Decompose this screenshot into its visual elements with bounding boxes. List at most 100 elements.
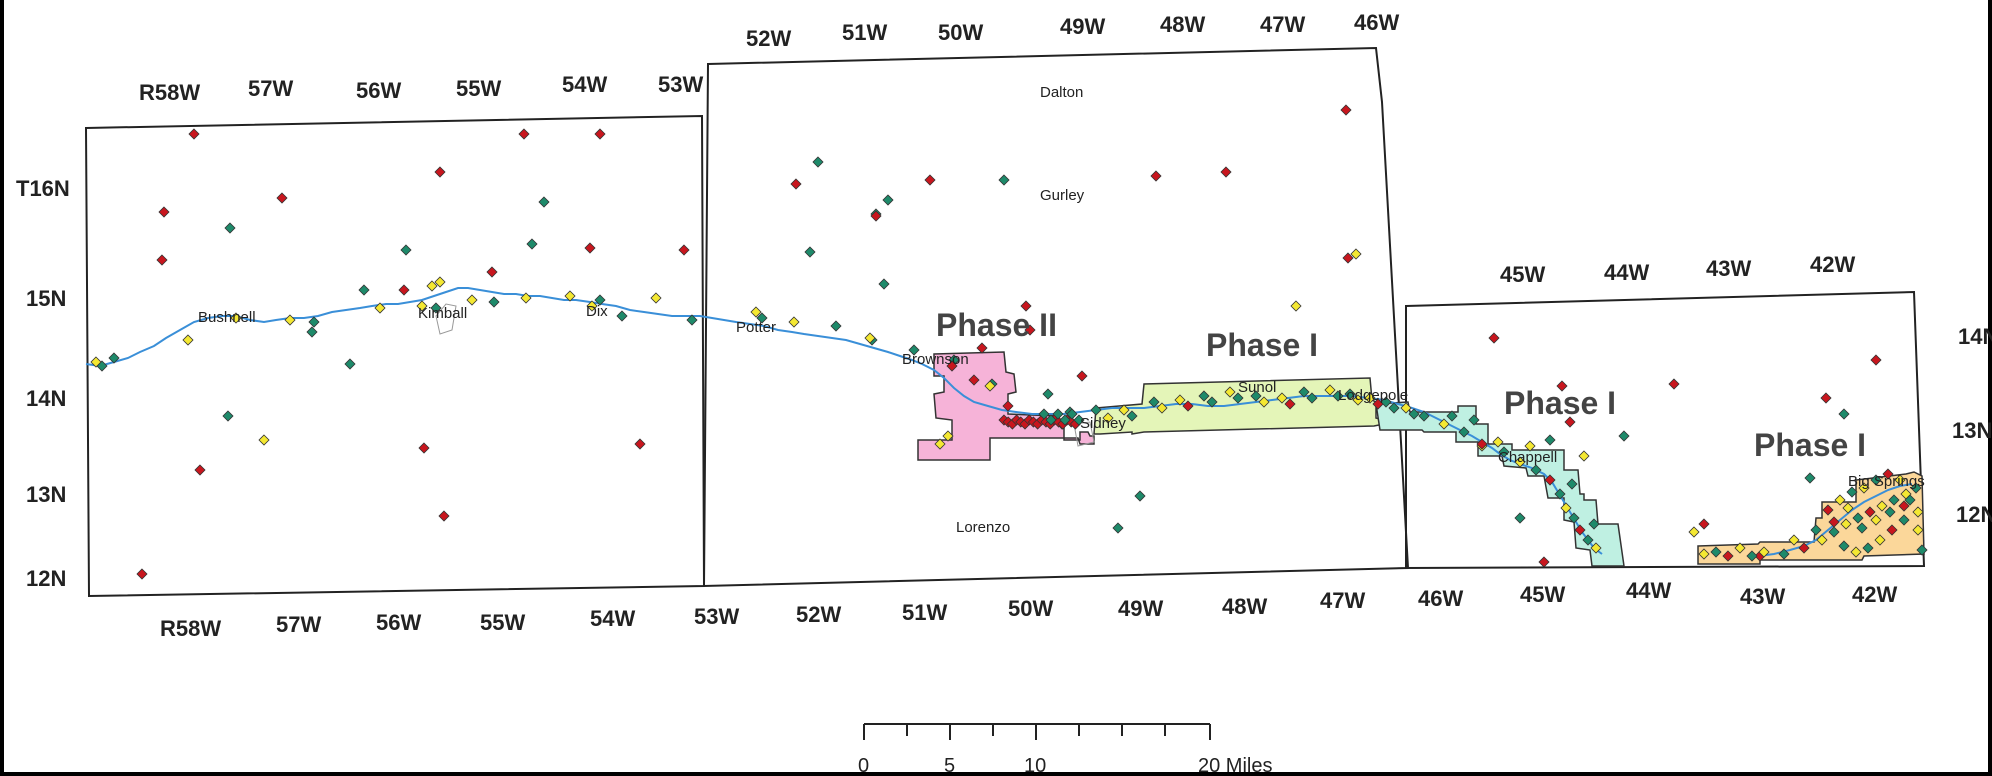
well-point-green [1778,548,1790,560]
well-point-yellow [1492,436,1504,448]
well-point-green [1568,512,1580,524]
well-point-yellow [284,314,296,326]
well-point-green [1332,390,1344,402]
well-point-green [1038,408,1050,420]
well-point-yellow [1874,534,1886,546]
well-point-red [1886,524,1898,536]
well-point-red [1284,398,1296,410]
bottom-range-label: 56W [376,610,421,635]
well-point-green [1838,408,1850,420]
town-outline-sidney [1073,421,1095,447]
bottom-range-label: 47W [1320,588,1365,613]
well-point-yellow [1438,418,1450,430]
well-point-green [1148,396,1160,408]
well-point-green [1862,542,1874,554]
well-point-red [1488,332,1500,344]
map-canvas: R58W 57W 56W 55W 54W 53W 52W 51W 50W 49W… [16,10,1992,776]
phase-label: Phase I [1754,427,1866,463]
well-point-yellow [1290,300,1302,312]
well-point-yellow [520,292,532,304]
well-point-green [1052,408,1064,420]
township-label: 15N [26,286,66,311]
well-point-red [1668,378,1680,390]
well-point-yellow [1850,546,1862,558]
well-point-green [1566,478,1578,490]
well-point-yellow [1912,524,1924,536]
well-point-yellow [1400,402,1412,414]
well-point-green [804,246,816,258]
top-range-label: 52W [746,26,791,51]
township-label: T16N [16,176,70,201]
town-label: Sidney [1080,415,1126,432]
well-point-red [1870,354,1882,366]
well-point-yellow [1840,518,1852,530]
well-point-red [1564,416,1576,428]
bottom-range-label: 54W [590,606,635,631]
well-point-yellow [434,276,446,288]
bottom-range-label: 44W [1626,578,1671,603]
well-point-yellow [1788,534,1800,546]
well-point-yellow [1156,402,1168,414]
town-label: Kimball [418,305,467,322]
bottom-range-label: 49W [1118,596,1163,621]
well-point-green [1898,514,1910,526]
well-point-red [194,464,206,476]
well-point-yellow [1560,502,1572,514]
well-point-yellow [1258,396,1270,408]
well-point-yellow [1324,384,1336,396]
well-point-green [108,352,120,364]
well-point-yellow [1118,404,1130,416]
well-point-green [1112,522,1124,534]
well-point-red [1574,524,1586,536]
well-point-yellow [788,316,800,328]
well-point-red [1882,468,1894,480]
well-point-red [946,360,958,372]
well-point-red [1538,556,1550,568]
well-point-green [1298,386,1310,398]
well-point-red [870,210,882,222]
well-point-red [438,510,450,522]
well-point-green [1388,402,1400,414]
well-point-green [1066,408,1078,420]
well-point-red [1556,380,1568,392]
well-point-yellow [1842,502,1854,514]
bottom-range-label: 53W [694,604,739,629]
well-point-yellow [1174,394,1186,406]
well-point-red [158,206,170,218]
well-point-yellow [650,292,662,304]
town-label: Lodgepole [1338,387,1408,404]
well-point-green [1468,414,1480,426]
town-label: Big Springs [1848,473,1925,490]
well-point-yellow [1524,440,1536,452]
well-point-yellow [984,380,996,392]
scale-tick-label: 10 [1024,755,1046,776]
well-point-green [1852,512,1864,524]
well-point-yellow [1858,482,1870,494]
well-point-red [976,342,988,354]
top-range-label: 49W [1060,14,1105,39]
well-point-yellow [182,334,194,346]
well-point-green [306,326,318,338]
well-point-yellow [1578,450,1590,462]
well-point-green [1810,524,1822,536]
well-point-green [878,278,890,290]
phase-label: Phase I [1504,385,1616,421]
well-point-green [1804,472,1816,484]
town-outline-kimball [435,303,457,335]
well-point-red [188,128,200,140]
well-point-green [1530,464,1542,476]
well-point-green [1514,512,1526,524]
well-point-green [1344,388,1356,400]
township-label: 13N [26,482,66,507]
well-point-yellow [1276,392,1288,404]
well-point-red [1476,438,1488,450]
well-point-yellow [1876,500,1888,512]
well-point-green [1380,396,1392,408]
well-point-red [434,166,446,178]
well-point-green [1588,518,1600,530]
town-label: Lorenzo [956,519,1010,536]
well-point-green [1126,410,1138,422]
well-point-green [308,316,320,328]
well-point-green [1418,410,1430,422]
